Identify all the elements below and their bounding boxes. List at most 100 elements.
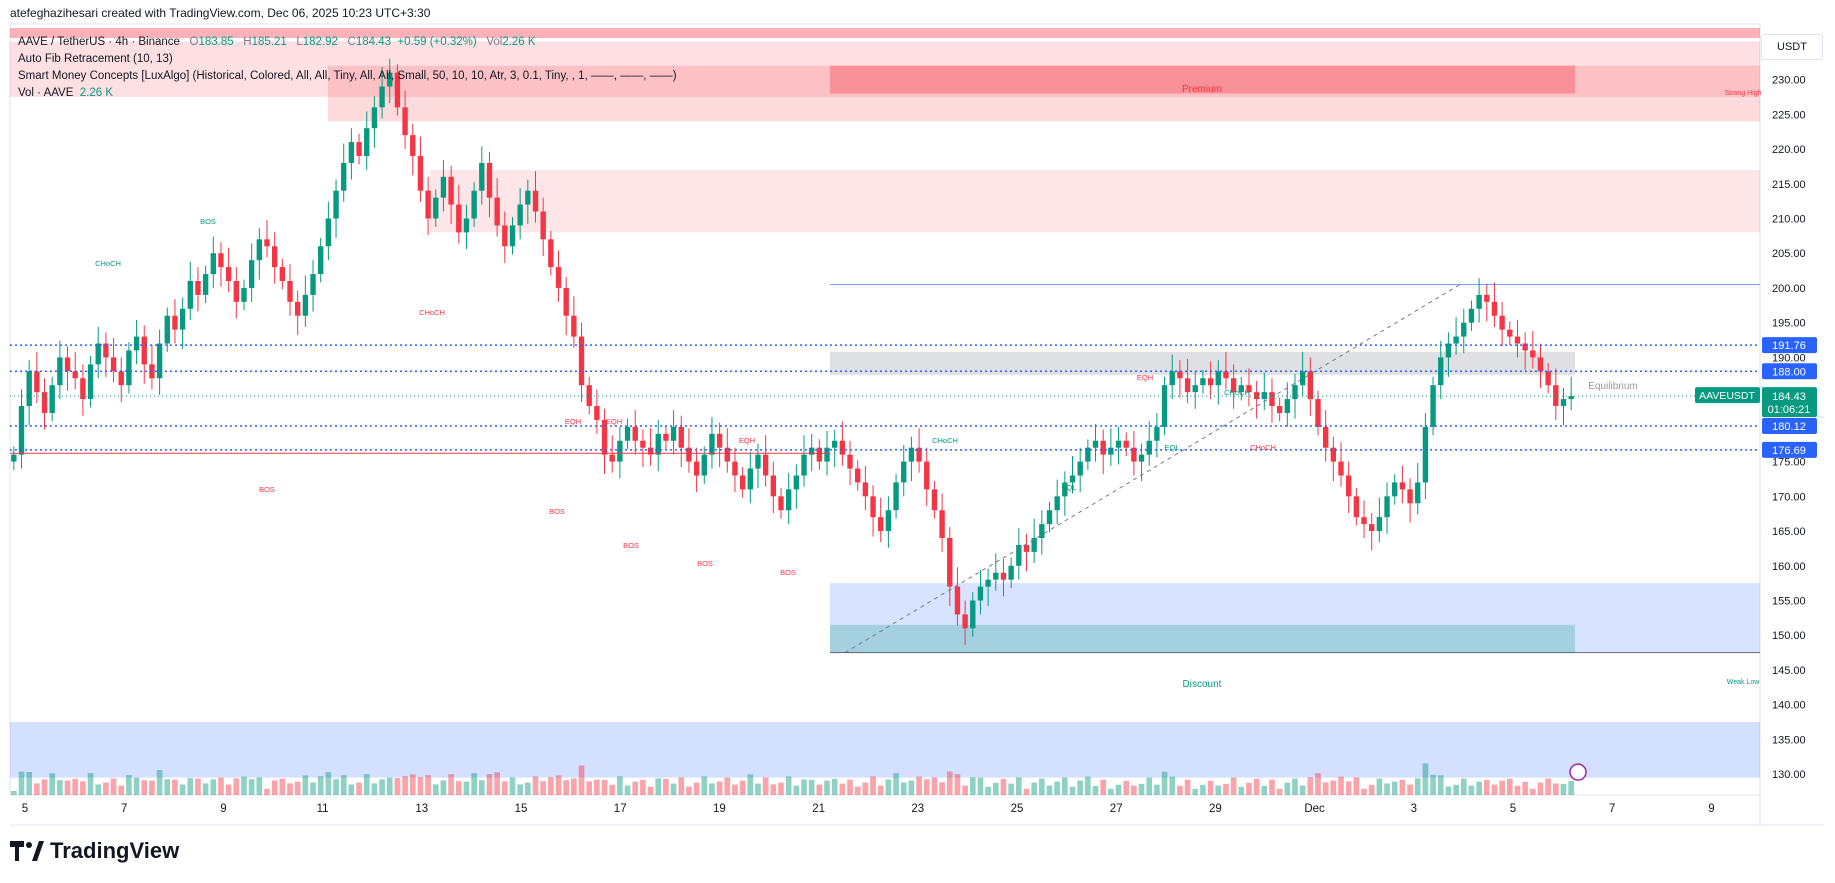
volume-bar [1384,783,1390,795]
volume-bar [1192,788,1199,795]
candle-body [548,239,554,268]
candle-body [1154,426,1160,441]
volume-bar [1399,779,1406,795]
volume-bar [118,785,125,795]
candle-body [1453,336,1459,344]
volume-bar [647,786,654,795]
candle-body [302,294,309,316]
candle-body [601,419,608,455]
volume-bar [1407,784,1413,795]
volume-bar [678,777,685,795]
candle-body [325,218,332,247]
candle-body [233,281,239,302]
volume-bar [1092,785,1099,795]
candle-body [356,142,362,156]
candle-body [202,274,209,295]
candle-body [801,454,807,476]
candle-body [1476,294,1482,309]
volume-bar [156,770,163,795]
volume-bar [1215,785,1222,795]
candle-body [256,239,263,261]
volume-bar [317,776,324,795]
x-tick-label: 7 [1609,803,1615,815]
volume-bar [57,780,63,795]
volume-bar [540,781,547,795]
candle-body [870,496,876,518]
candle-body [1085,447,1091,462]
candle-body [793,475,800,490]
volume-bar [670,783,677,795]
volume-bar [1338,776,1344,795]
volume-bar [1115,784,1122,795]
x-tick-label: 17 [614,803,627,815]
x-tick-label: 29 [1209,803,1222,815]
volume-bar [524,782,531,795]
volume-bar [402,776,408,795]
candle-body [1138,454,1145,462]
volume-bar [1552,783,1559,795]
symbol-label[interactable]: AAVE / TetherUS · 4h · Binance [18,36,180,48]
volume-bar [747,774,754,795]
volume-bar [732,784,738,795]
volume-bar [1430,774,1436,795]
volume-bar [1345,781,1352,795]
candle-body [333,190,339,219]
candle-body [195,281,201,295]
x-tick-label: 9 [220,803,226,815]
candle-body [947,538,953,587]
volume-bar [854,786,861,795]
candle-body [624,426,631,441]
x-tick-label: 15 [515,803,528,815]
x-tick-label: 5 [1510,803,1516,815]
candle-body [862,482,869,497]
candle-body [95,343,101,365]
volume-bar [218,777,224,795]
volume-bar [233,778,240,795]
candle-body [686,447,692,462]
candle-body [578,336,585,386]
volume-bar [1207,780,1214,795]
volume-bar [609,784,616,795]
candle-body [402,107,408,136]
candle-body [808,447,815,455]
indicator-volume[interactable]: Vol · AAVE 2.26 K [18,87,114,99]
candle-body [57,357,63,386]
volume-bar [49,773,56,795]
y-tick-label: 195.00 [1772,318,1806,330]
candle-body [1415,482,1421,504]
volume-bar [739,780,746,795]
candle-body [1269,392,1275,407]
candle-body [939,510,945,538]
candle-body [1200,378,1206,386]
y-tick-label: 175.00 [1772,457,1806,469]
volume-bar [248,779,255,795]
indicator-fib[interactable]: Auto Fib Retracement (10, 13) [18,53,173,65]
volume-bar [210,779,217,795]
candle-body [1299,371,1306,386]
candle-body [318,246,324,275]
volume-value: 2.26 K [502,36,536,48]
candle-body [80,378,86,400]
premium-zone [10,41,1760,97]
indicator-smc[interactable]: Smart Money Concepts [LuxAlgo] (Historic… [18,70,677,82]
currency-selector[interactable]: USDT [1761,34,1823,60]
volume-bar [563,780,570,795]
volume-bar [663,778,669,795]
volume-bar [617,776,623,795]
candle-body [1230,378,1237,393]
candle-body [494,197,500,226]
candle-body [1054,496,1060,511]
tradingview-logo-icon [10,841,44,861]
volume-bar [64,780,71,795]
candle-body [1192,385,1198,393]
volume-bar [1177,785,1183,795]
candle-body [410,135,416,156]
volume-bar [1085,776,1091,795]
volume-bar [1284,782,1291,795]
candle-body [1430,385,1436,427]
volume-bar [908,780,915,795]
volume-bar [478,780,485,795]
chart-annotation: CHoCH [1250,443,1276,452]
y-tick-label: 205.00 [1772,248,1806,260]
